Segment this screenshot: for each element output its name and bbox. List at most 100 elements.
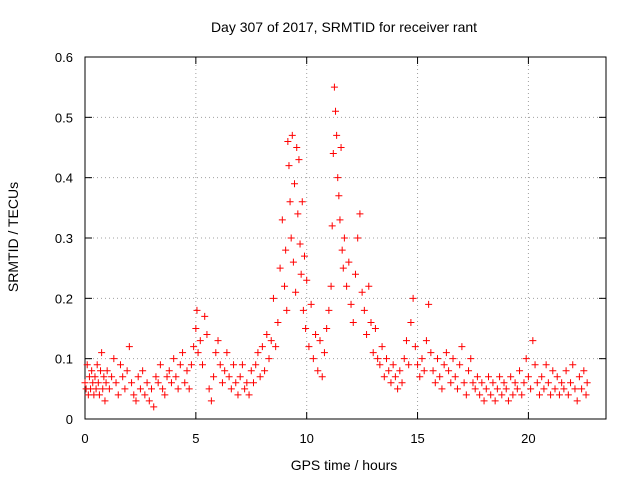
- data-point: [291, 180, 299, 188]
- data-point: [296, 240, 304, 248]
- data-point: [93, 361, 101, 369]
- data-point: [422, 337, 430, 345]
- data-point: [337, 144, 345, 151]
- data-point: [354, 234, 362, 242]
- data-point: [265, 355, 273, 363]
- data-point: [540, 385, 548, 393]
- data-point: [333, 131, 341, 139]
- data-point: [504, 397, 512, 405]
- data-point: [431, 379, 439, 387]
- data-point: [205, 385, 213, 393]
- data-point: [267, 337, 275, 345]
- data-point: [99, 385, 107, 393]
- data-point: [438, 385, 446, 393]
- data-point: [456, 361, 464, 369]
- data-point: [511, 379, 519, 387]
- data-point: [535, 391, 543, 399]
- data-point: [167, 379, 175, 387]
- data-point: [394, 385, 402, 393]
- data-point: [575, 373, 583, 381]
- data-point: [383, 355, 391, 363]
- data-point: [549, 367, 557, 375]
- y-tick-label: 0.2: [55, 291, 73, 306]
- data-point: [343, 282, 351, 290]
- data-point: [414, 361, 422, 369]
- data-point: [95, 391, 103, 399]
- data-point: [458, 343, 466, 351]
- data-point: [274, 318, 282, 326]
- data-point: [282, 246, 290, 254]
- data-point: [94, 379, 102, 387]
- data-point: [192, 325, 200, 332]
- data-point: [269, 294, 277, 302]
- data-point: [212, 349, 220, 357]
- data-point: [134, 373, 142, 381]
- x-tick-label: 10: [299, 431, 313, 446]
- data-point: [210, 373, 218, 381]
- data-point: [159, 385, 167, 393]
- data-point: [436, 373, 444, 381]
- data-point: [163, 373, 171, 381]
- data-point: [243, 379, 251, 387]
- data-point: [81, 379, 89, 387]
- data-point: [227, 385, 235, 393]
- data-point: [376, 361, 384, 369]
- data-point: [201, 312, 209, 320]
- y-axis-label: SRMTID / TECUs: [5, 182, 21, 292]
- data-point: [261, 367, 269, 375]
- y-tick-label: 0.3: [55, 231, 73, 246]
- data-point: [141, 391, 149, 399]
- data-point: [571, 385, 579, 393]
- data-point: [190, 343, 198, 351]
- data-point: [478, 379, 486, 387]
- data-point: [334, 174, 342, 182]
- data-point: [398, 379, 406, 387]
- data-point: [83, 361, 91, 369]
- data-point: [349, 318, 357, 326]
- data-point: [247, 367, 255, 375]
- data-point: [400, 355, 408, 363]
- data-point: [473, 373, 481, 381]
- data-point: [272, 343, 280, 351]
- data-point: [358, 288, 366, 296]
- data-point: [533, 379, 541, 387]
- data-point: [460, 379, 468, 387]
- data-point: [360, 306, 368, 314]
- data-point: [332, 107, 340, 115]
- data-point: [252, 361, 260, 369]
- data-point: [199, 361, 207, 369]
- data-point: [221, 367, 229, 375]
- data-point: [396, 367, 404, 375]
- data-point: [509, 391, 517, 399]
- data-point: [551, 385, 559, 393]
- data-point: [97, 367, 105, 375]
- data-point: [339, 264, 347, 272]
- data-point: [116, 361, 124, 369]
- x-tick-label: 15: [410, 431, 424, 446]
- data-point: [150, 403, 158, 411]
- data-point: [174, 385, 182, 393]
- data-point: [256, 373, 264, 381]
- data-point: [216, 361, 224, 369]
- data-point: [387, 379, 395, 387]
- data-point: [580, 367, 588, 375]
- data-point: [569, 361, 577, 369]
- data-point: [516, 367, 524, 375]
- data-point: [303, 276, 311, 284]
- data-point: [578, 385, 586, 393]
- data-point: [560, 385, 568, 393]
- data-point: [318, 373, 326, 381]
- data-point: [316, 337, 324, 345]
- data-point: [193, 306, 201, 314]
- data-point: [558, 379, 566, 387]
- data-point: [286, 198, 294, 206]
- data-point: [185, 385, 193, 393]
- data-point: [139, 367, 147, 375]
- data-point: [465, 367, 473, 375]
- data-point: [194, 349, 202, 357]
- data-point: [429, 367, 437, 375]
- data-point: [119, 373, 127, 381]
- data-point: [402, 337, 410, 345]
- x-tick-label: 20: [521, 431, 535, 446]
